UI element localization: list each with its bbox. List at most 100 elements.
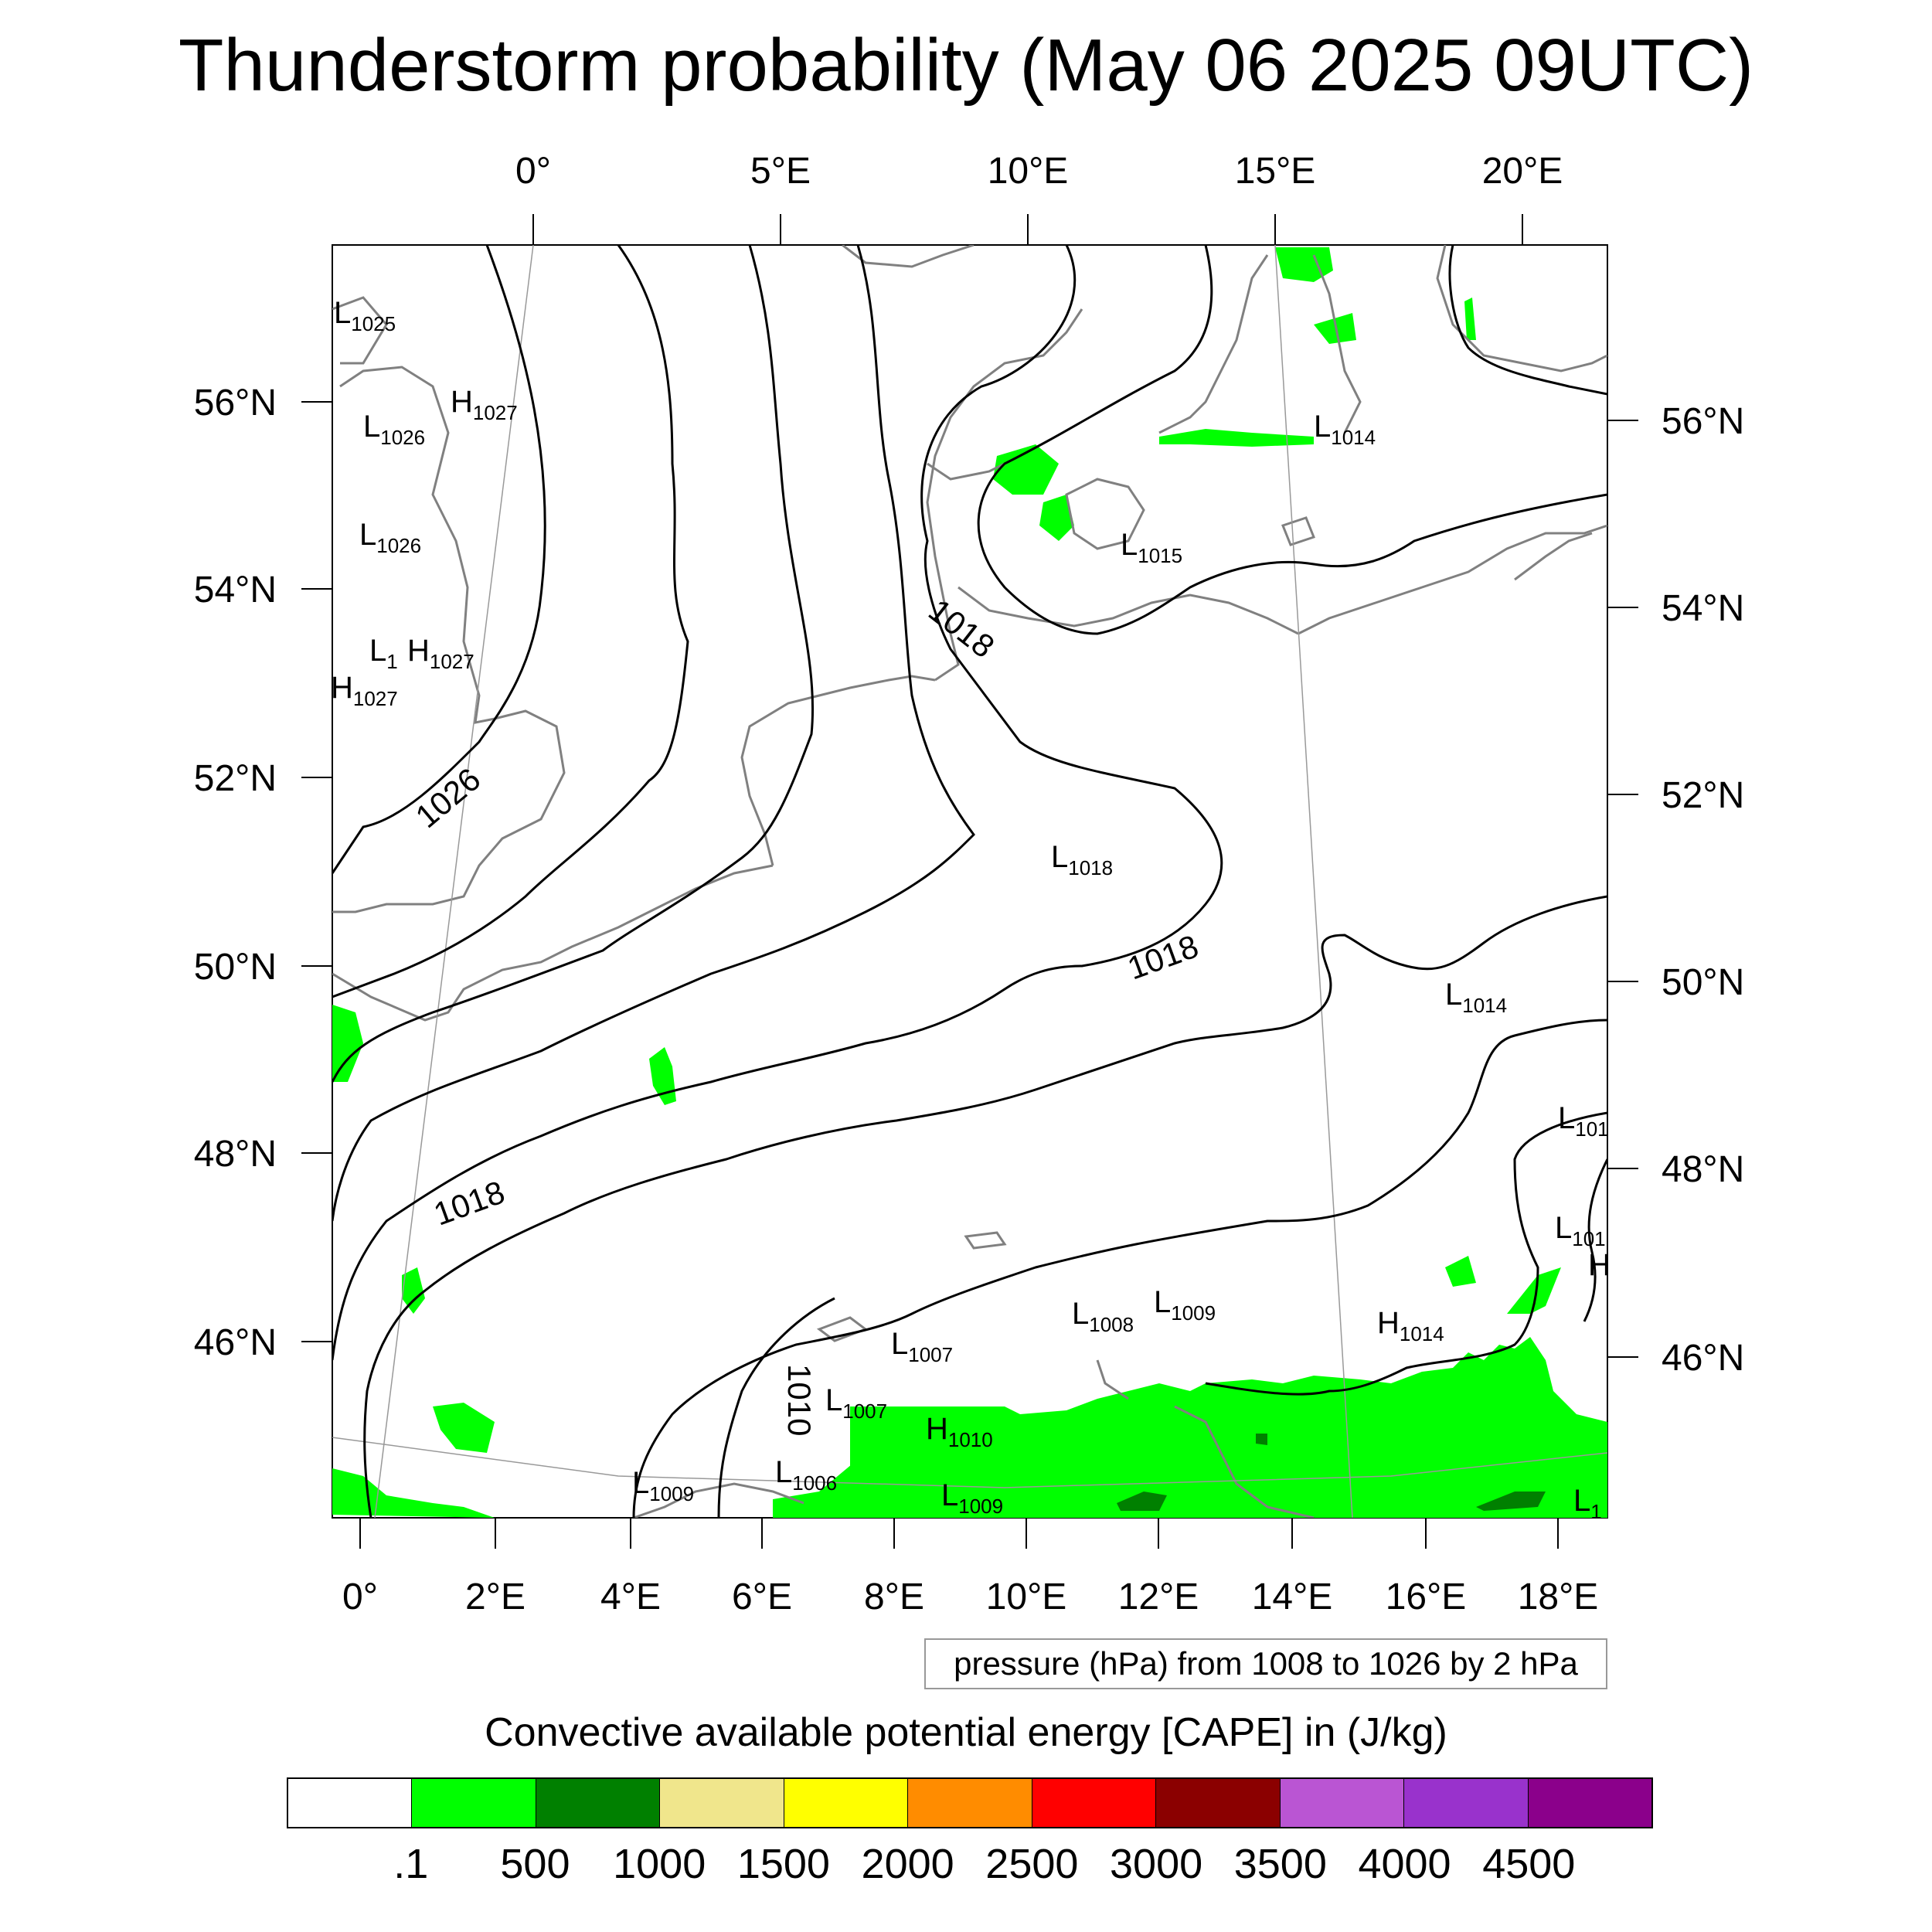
pressure-contour-note: pressure (hPa) from 1008 to 1026 by 2 hP…: [924, 1638, 1607, 1689]
map-frame: [332, 244, 1608, 1519]
top-ticks: [532, 214, 1523, 245]
pressure-center: L1009: [1154, 1285, 1216, 1325]
isobar-10: [1205, 1111, 1607, 1396]
cape-area-po: [1117, 1492, 1167, 1511]
isobar-7: [1448, 245, 1607, 396]
cape-area-croatia: [1476, 1492, 1546, 1511]
pressure-center: L1026: [359, 518, 421, 557]
isobar-2: [332, 245, 689, 998]
pressure-center: L1025: [334, 296, 396, 335]
cape-colorbar: [287, 1777, 1653, 1828]
colorbar-swatch: [659, 1779, 784, 1827]
cape-area-south: [773, 1445, 1020, 1518]
pressure-center: L1: [369, 634, 398, 673]
lon-label-bottom: 12°E: [1118, 1577, 1199, 1617]
lat-label-left: 54°N: [194, 570, 277, 611]
lon-label-bottom: 8°E: [864, 1577, 924, 1617]
bottom-lon-labels: 0° 2°E 4°E 6°E 8°E 10°E 12°E 14°E 16°E 1…: [342, 1577, 1598, 1617]
colorbar-title: Convective available potential energy [C…: [485, 1710, 1447, 1755]
lat-label-right: 48°N: [1662, 1149, 1744, 1190]
colorbar-swatch: [783, 1779, 908, 1827]
coast-latvia: [1436, 245, 1607, 372]
lat-label-right: 50°N: [1662, 962, 1744, 1003]
colorbar-tick-label: 500: [500, 1841, 570, 1887]
isobar-1: [332, 245, 546, 874]
cape-area-denmark: [993, 444, 1059, 495]
lon-label-bottom: 4°E: [600, 1577, 661, 1617]
graticule: [332, 245, 1607, 1518]
pressure-center: L1015: [1121, 528, 1182, 567]
isobar-12: [1583, 1158, 1607, 1322]
lat-label-left: 56°N: [194, 383, 277, 423]
cape-area-zealand: [1039, 495, 1074, 541]
pressure-center: L1014: [1445, 978, 1507, 1017]
parallel-44n: [332, 1437, 1607, 1488]
coast-jutland: [927, 462, 1005, 481]
coast-ireland-sea: [332, 296, 388, 365]
chart-title: Thunderstorm probability (May 06 2025 09…: [178, 24, 1754, 107]
colorbar-swatch: [1031, 1779, 1156, 1827]
meridian-15e: [1274, 245, 1353, 1518]
isobar-label: 1010: [781, 1364, 818, 1436]
colorbar-swatch: [907, 1779, 1032, 1827]
colorbar-tick-label: 1000: [613, 1841, 706, 1887]
lat-label-right: 46°N: [1662, 1338, 1744, 1379]
pressure-center: L1014: [1314, 410, 1376, 449]
coast-france: [332, 864, 774, 1022]
isobar-9: [632, 1019, 1607, 1518]
lat-label-left: 52°N: [194, 758, 277, 799]
cape-area-latvia: [1464, 298, 1476, 340]
isobar-8: [363, 895, 1607, 1518]
pressure-center: H1027: [451, 385, 518, 424]
lon-label-bottom: 16°E: [1386, 1577, 1467, 1617]
coast-benelux: [740, 675, 936, 866]
colorbar-swatch: [1403, 1779, 1528, 1827]
lat-label-left: 46°N: [194, 1322, 277, 1363]
lon-label-bottom: 2°E: [465, 1577, 526, 1617]
lat-label-left: 48°N: [194, 1134, 277, 1175]
colorbar-tick-label: 3000: [1110, 1841, 1203, 1887]
coast-bornholm: [1281, 516, 1315, 546]
pressure-center: H1010: [926, 1412, 993, 1451]
right-lat-labels: 56°N 54°N 52°N 50°N 48°N 46°N: [1662, 401, 1744, 1379]
lon-label-bottom: 14°E: [1252, 1577, 1333, 1617]
coast-sweden-south: [1158, 254, 1269, 434]
pressure-center: L101: [1558, 1101, 1609, 1141]
right-ticks: [1607, 420, 1638, 1358]
pressure-center: L1009: [632, 1466, 694, 1505]
pressure-center: L1018: [1051, 840, 1113, 879]
isobars: [332, 245, 1607, 1518]
coast-denmark-islands: [1065, 478, 1145, 550]
coastlines: [332, 245, 1607, 1518]
coast-norway: [842, 245, 975, 268]
lon-label-top: 10°E: [988, 151, 1069, 192]
lon-label-bottom: 10°E: [986, 1577, 1067, 1617]
cape-area-low: [433, 1403, 495, 1453]
coast-northsea-de: [926, 308, 1083, 682]
cape-area-east: [1507, 1267, 1561, 1314]
isobar-5: [332, 245, 1223, 1361]
cape-area-france: [649, 1047, 676, 1105]
lon-label-top: 0°: [515, 151, 551, 192]
colorbar-tick-label: 4000: [1358, 1841, 1451, 1887]
colorbar-tick-label: .1: [393, 1841, 429, 1887]
pressure-center: H: [1588, 1248, 1611, 1282]
colorbar-swatch: [535, 1779, 660, 1827]
colorbar-swatch: [1279, 1779, 1404, 1827]
top-lon-labels: 0° 5°E 10°E 15°E 20°E: [515, 151, 1563, 192]
pressure-center: L1: [1573, 1484, 1602, 1523]
coast-poland: [1298, 524, 1607, 635]
cape-area-hungary: [1445, 1256, 1476, 1287]
colorbar-tick-label: 2000: [861, 1841, 954, 1887]
lat-label-left: 50°N: [194, 947, 277, 988]
colorbar-labels: .1 500 1000 1500 2000 2500 3000 3500 4000 4500: [0, 1839, 1932, 1893]
lon-label-bottom: 6°E: [732, 1577, 792, 1617]
cape-area-westcoast: [332, 1005, 363, 1082]
lon-label-top: 15°E: [1235, 151, 1316, 192]
colorbar-swatch: [1527, 1779, 1651, 1827]
coast-sweden-east: [1312, 254, 1362, 434]
colorbar-swatch: [288, 1779, 412, 1827]
meridian-0: [374, 245, 534, 1518]
colorbar-swatch: [1155, 1779, 1280, 1827]
